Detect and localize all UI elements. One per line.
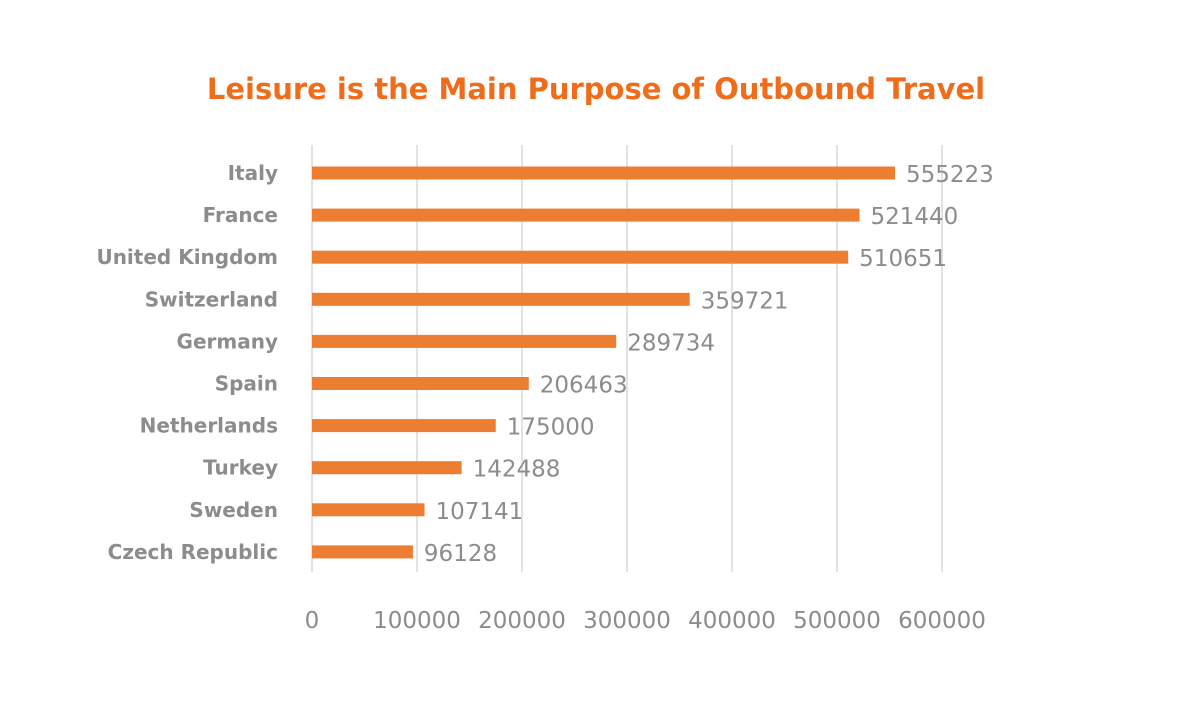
data-label: 96128 (424, 541, 497, 567)
data-label: 107141 (435, 499, 523, 525)
x-tick-label: 100000 (373, 608, 461, 634)
x-tick-label: 400000 (688, 608, 776, 634)
data-label: 510651 (859, 246, 947, 272)
bar (312, 503, 425, 517)
category-label: Switzerland (145, 287, 278, 311)
bars (312, 166, 895, 559)
category-label: Sweden (189, 498, 278, 522)
category-label: Turkey (203, 456, 278, 480)
bar (312, 419, 496, 433)
category-label: Italy (228, 161, 278, 185)
x-tick-label: 600000 (898, 608, 986, 634)
bar (312, 292, 690, 306)
x-tick-label: 300000 (583, 608, 671, 634)
x-tick-label: 200000 (478, 608, 566, 634)
bar (312, 250, 849, 264)
data-label: 555223 (906, 162, 994, 188)
x-tick-label: 0 (305, 608, 320, 634)
x-tick-label: 500000 (793, 608, 881, 634)
data-label: 289734 (627, 330, 715, 356)
category-label: Germany (177, 329, 278, 353)
bar (312, 461, 462, 475)
bar (312, 208, 860, 222)
bar (312, 377, 529, 390)
data-label: 359721 (701, 288, 789, 314)
chart-title: Leisure is the Main Purpose of Outbound … (206, 72, 986, 106)
bar (312, 334, 617, 348)
category-label: Spain (215, 372, 278, 396)
data-label: 521440 (871, 204, 959, 230)
category-label: Czech Republic (108, 540, 278, 564)
data-label: 206463 (540, 373, 628, 399)
category-label: Netherlands (140, 414, 278, 438)
category-label: France (203, 203, 278, 227)
bar (312, 545, 413, 559)
data-label: 175000 (507, 415, 595, 441)
data-label: 142488 (473, 457, 561, 483)
category-label: United Kingdom (96, 245, 278, 269)
bar (312, 166, 895, 180)
labels: 0 100000 200000 300000 400000 500000 600000 Ita… (96, 161, 993, 634)
